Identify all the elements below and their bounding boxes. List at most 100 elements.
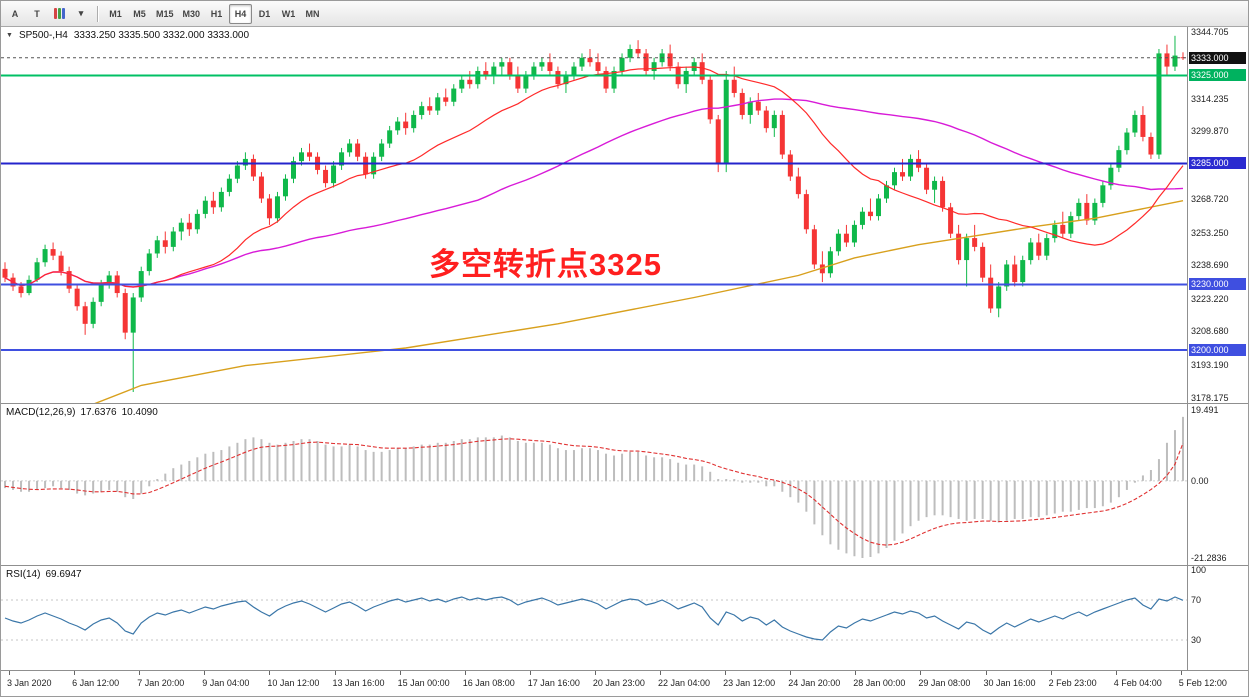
time-label: 30 Jan 16:00 <box>983 678 1036 688</box>
time-label: 6 Jan 12:00 <box>72 678 120 688</box>
macd-indicator-panel: MACD(12,26,9) 17.6376 10.4090 19.491 0.00… <box>1 404 1248 566</box>
timeframe-button-h4[interactable]: H4 <box>229 3 253 24</box>
ma-orange-line <box>94 200 1184 403</box>
time-tick <box>9 671 10 675</box>
price-tick-label: 3344.705 <box>1191 27 1229 38</box>
price-tick-label: 3193.190 <box>1191 360 1229 371</box>
tool-dropdown-button[interactable]: ▾ <box>71 4 91 24</box>
chart-annotation-text[interactable]: 多空转折点3325 <box>429 247 662 282</box>
time-label: 4 Feb 04:00 <box>1113 678 1162 688</box>
rsi-chart[interactable] <box>1 566 1187 670</box>
macd-name: MACD(12,26,9) <box>6 407 76 418</box>
time-label: 3 Jan 2020 <box>7 678 52 688</box>
time-label: 5 Feb 12:00 <box>1178 678 1227 688</box>
time-label: 24 Jan 20:00 <box>788 678 841 688</box>
price-tick-label: 3299.870 <box>1191 125 1229 136</box>
time-tick <box>1115 671 1117 675</box>
time-label: 20 Jan 23:00 <box>592 678 645 688</box>
price-tick-label: 3208.680 <box>1191 326 1229 337</box>
time-tick <box>1050 671 1052 675</box>
time-label: 23 Jan 12:00 <box>723 678 776 688</box>
macd-tick-label: 19.491 <box>1191 405 1219 416</box>
time-tick <box>985 671 987 675</box>
price-tick-label: 3178.175 <box>1191 393 1229 404</box>
rsi-tick-label: 70 <box>1191 595 1202 605</box>
price-badge: 3325.000 <box>1189 69 1246 82</box>
time-label: 22 Jan 04:00 <box>658 678 711 688</box>
rsi-value: 69.6947 <box>45 569 82 580</box>
time-tick <box>529 671 531 675</box>
crayons-tool-button[interactable] <box>49 4 69 24</box>
time-label: 15 Jan 00:00 <box>397 678 450 688</box>
macd-histogram <box>4 416 1184 559</box>
time-tick <box>139 671 141 675</box>
timeframe-button-m30[interactable]: M30 <box>179 4 205 24</box>
price-scale[interactable]: 3344.705 3314.235 3299.870 3268.720 3253.250… <box>1187 27 1248 403</box>
drawing-tools-group: A T ▾ <box>5 4 91 24</box>
main-chart-panel: ▼ SP500-,H4 3333.250 3335.500 3332.000 3… <box>1 27 1248 404</box>
ma-magenta-line <box>4 98 1184 288</box>
rsi-indicator-panel: RSI(14) 69.6947 100 70 30 <box>1 565 1248 671</box>
time-label: 9 Jan 04:00 <box>202 678 250 688</box>
rsi-name: RSI(14) <box>6 569 41 580</box>
time-axis[interactable]: 3 Jan 2020 6 Jan 12:00 7 Jan 20:00 9 Jan 04… <box>1 671 1248 696</box>
rsi-line <box>4 596 1184 641</box>
time-label: 2 Feb 23:00 <box>1048 678 1097 688</box>
price-badge: 3200.000 <box>1189 344 1246 357</box>
timeframe-button-h1[interactable]: H1 <box>205 4 228 24</box>
price-tick-label: 3238.690 <box>1191 260 1229 271</box>
macd-signal-value: 10.4090 <box>121 407 158 418</box>
time-tick <box>399 671 401 675</box>
time-tick <box>855 671 857 675</box>
timeframe-button-d1[interactable]: D1 <box>253 4 276 24</box>
time-label: 16 Jan 08:00 <box>462 678 515 688</box>
cursor-tool-button[interactable]: A <box>5 4 25 24</box>
macd-value: 17.6376 <box>80 407 117 418</box>
macd-scale[interactable]: 19.491 0.00 -21.2836 <box>1187 404 1248 565</box>
symbol-marker-icon: ▼ <box>6 32 13 39</box>
price-badge: 3285.000 <box>1189 157 1246 170</box>
rsi-tick-label: 100 <box>1191 565 1207 575</box>
top-toolbar: A T ▾ M1 M5 M15 M30 H1 H4 D1 W1 MN <box>1 1 1248 27</box>
price-badge: 3230.000 <box>1189 278 1246 291</box>
time-label: 28 Jan 00:00 <box>853 678 906 688</box>
time-label: 13 Jan 16:00 <box>332 678 385 688</box>
timeframe-button-mn[interactable]: MN <box>301 4 324 24</box>
time-label: 7 Jan 20:00 <box>137 678 185 688</box>
rsi-scale[interactable]: 100 70 30 <box>1187 565 1248 670</box>
timeframe-button-m5[interactable]: M5 <box>128 4 151 24</box>
timeframe-button-w1[interactable]: W1 <box>277 4 300 24</box>
time-label: 29 Jan 08:00 <box>918 678 971 688</box>
timeframe-button-m15[interactable]: M15 <box>152 4 178 24</box>
candlestick-chart[interactable] <box>1 27 1187 403</box>
macd-tick-label: -21.2836 <box>1191 553 1227 564</box>
time-tick <box>920 671 922 675</box>
time-tick <box>334 671 336 675</box>
time-tick <box>269 671 271 675</box>
time-tick <box>790 671 792 675</box>
price-tick-label: 3268.720 <box>1191 194 1229 205</box>
time-tick <box>594 671 596 675</box>
timeframes-group: M1 M5 M15 M30 H1 H4 D1 W1 MN <box>104 3 324 24</box>
time-label: 10 Jan 12:00 <box>267 678 320 688</box>
symbol-period-label: SP500-,H4 <box>18 30 68 41</box>
rsi-tick-label: 30 <box>1191 635 1202 645</box>
price-tick-label: 3223.220 <box>1191 294 1229 305</box>
chart-title: ▼ SP500-,H4 3333.250 3335.500 3332.000 3… <box>6 30 249 41</box>
candles <box>2 35 1186 393</box>
ohlc-quote-label: 3333.250 3335.500 3332.000 3333.000 <box>73 30 250 41</box>
macd-label: MACD(12,26,9) 17.6376 10.4090 <box>6 407 158 418</box>
timeframe-button-m1[interactable]: M1 <box>104 4 127 24</box>
price-tick-label: 3253.250 <box>1191 228 1229 239</box>
time-tick <box>1180 671 1182 675</box>
price-badge: 3333.000 <box>1189 51 1246 64</box>
time-tick <box>74 671 76 675</box>
macd-chart[interactable] <box>1 404 1187 565</box>
price-tick-label: 3314.235 <box>1191 94 1229 105</box>
macd-signal-line <box>4 438 1184 546</box>
toolbar-separator <box>97 5 98 22</box>
text-tool-button[interactable]: T <box>27 4 47 24</box>
time-tick <box>725 671 727 675</box>
time-tick <box>464 671 466 675</box>
